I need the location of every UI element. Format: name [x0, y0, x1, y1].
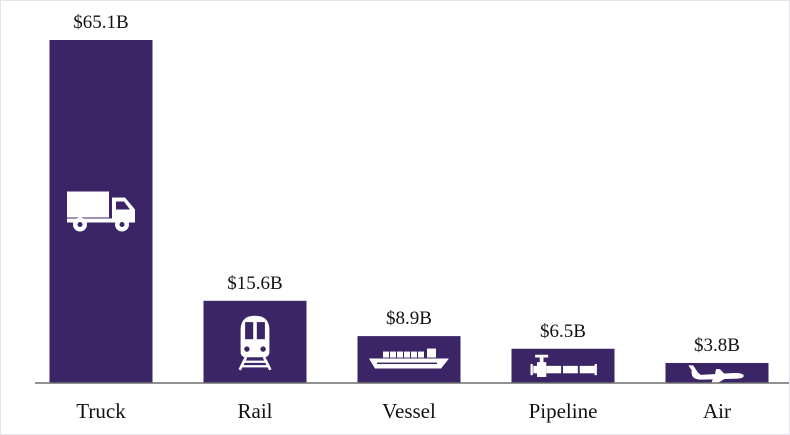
value-label-pipeline: $6.5B: [540, 321, 586, 342]
category-label-vessel: Vessel: [382, 399, 436, 423]
category-label-pipeline: Pipeline: [529, 399, 598, 423]
bar-icons: [67, 191, 744, 384]
bars-layer: [49, 40, 769, 383]
category-label-rail: Rail: [238, 399, 273, 423]
category-label-air: Air: [703, 399, 731, 423]
value-labels: $65.1B $15.6B $8.9B $6.5B $3.8B: [73, 12, 740, 356]
value-label-truck: $65.1B: [73, 12, 128, 33]
train-icon: [238, 314, 272, 371]
category-labels: Truck Rail Vessel Pipeline Air: [76, 399, 731, 423]
value-label-rail: $15.6B: [227, 273, 282, 294]
category-label-truck: Truck: [76, 399, 126, 423]
value-label-vessel: $8.9B: [386, 308, 432, 329]
value-label-air: $3.8B: [694, 335, 740, 356]
